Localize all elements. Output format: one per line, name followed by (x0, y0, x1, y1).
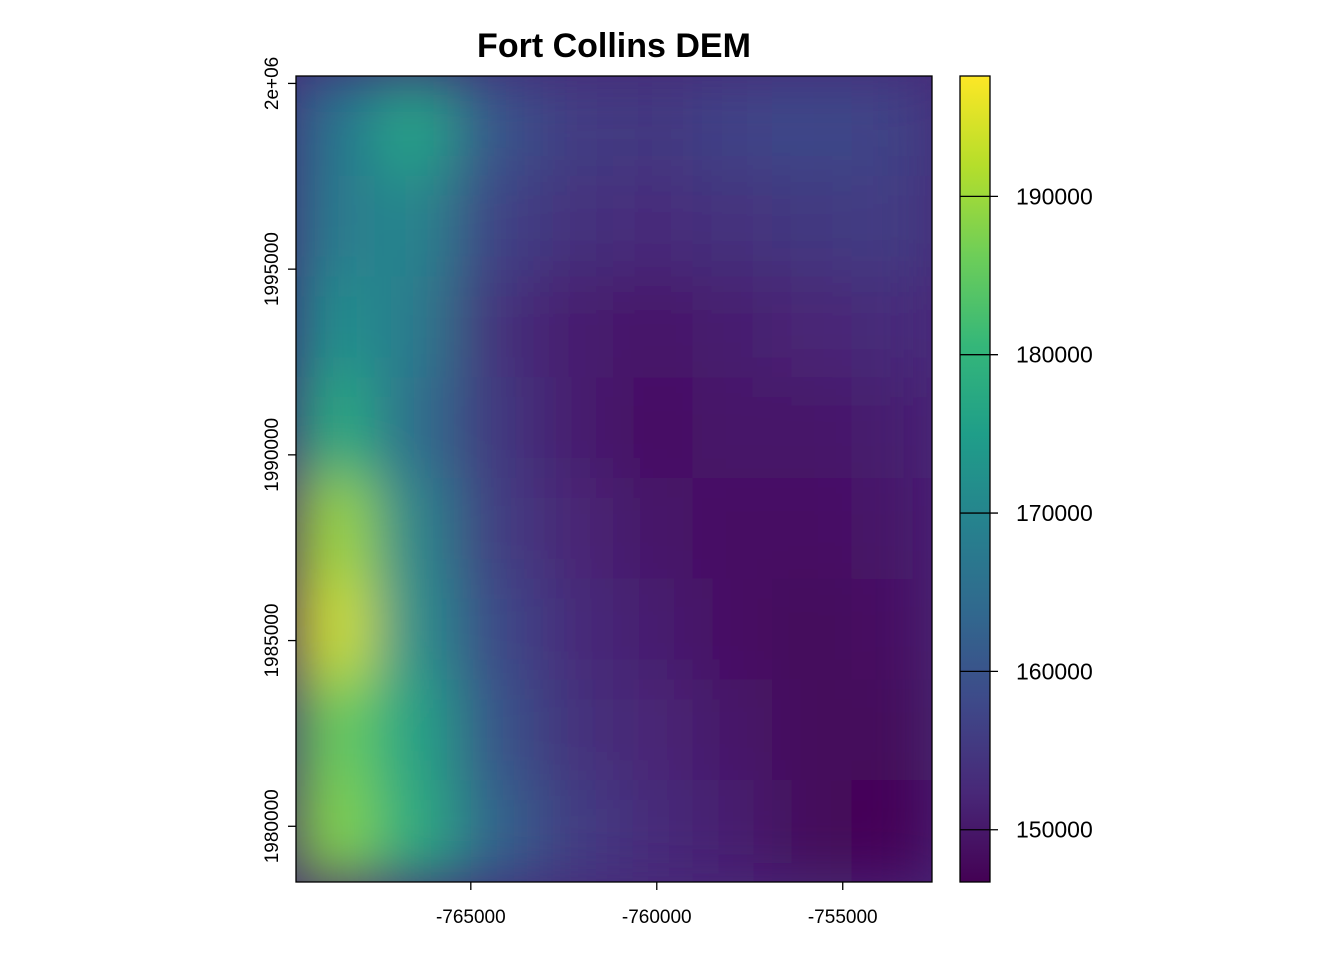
y-tick-label: 1990000 (262, 418, 283, 492)
raster-cell (613, 578, 695, 682)
x-tick-label: -760000 (622, 907, 692, 928)
raster-cell (772, 679, 854, 783)
raster-cell (851, 76, 932, 178)
raster-cell (374, 780, 456, 882)
y-tick-label: 2e+06 (262, 57, 283, 110)
raster-cell (454, 578, 536, 682)
raster-cell (296, 578, 377, 682)
raster-cell (374, 377, 456, 480)
colorbar-tick-label: 190000 (1016, 183, 1093, 209)
raster-cell (533, 679, 615, 783)
y-tick-label: 1995000 (262, 232, 283, 306)
raster-cell (374, 175, 456, 279)
x-tick-label: -765000 (436, 907, 506, 928)
raster-cell (296, 780, 377, 882)
raster-cell (454, 679, 536, 783)
raster-cell (533, 780, 615, 882)
raster-cell (296, 76, 377, 178)
raster-cell (613, 780, 695, 882)
dem-raster (296, 76, 932, 882)
raster-cell (296, 276, 377, 380)
raster-cell (454, 377, 536, 480)
raster-cell (692, 478, 774, 581)
raster-cell (533, 377, 615, 480)
raster-cell (454, 76, 536, 178)
colorbar-tick-label: 180000 (1016, 342, 1093, 368)
colorbar-tick-label: 160000 (1016, 658, 1093, 684)
colorbar-gradient (959, 75, 991, 883)
raster-cell (851, 377, 932, 480)
raster-cell (533, 76, 615, 178)
raster-cell (454, 478, 536, 581)
raster-cell (772, 76, 854, 178)
raster-cell (851, 780, 932, 882)
raster-cell (851, 175, 932, 279)
raster-cell (772, 578, 854, 682)
y-axis: 1980000 1985000 1990000 1995000 2e+06 (262, 57, 296, 863)
y-tick-label: 1980000 (262, 789, 283, 863)
raster-cell (851, 478, 932, 581)
raster-cell (692, 377, 774, 480)
raster-cell (692, 276, 774, 380)
raster-cell (772, 478, 854, 581)
map-frame (295, 75, 933, 883)
raster-cell (533, 175, 615, 279)
raster-cell (692, 76, 774, 178)
chart-title: Fort Collins DEM (477, 27, 751, 65)
raster-cell (296, 377, 377, 480)
raster-cell (692, 578, 774, 682)
raster-cell (613, 276, 695, 380)
raster-cell (692, 780, 774, 882)
x-tick-label: -755000 (808, 907, 878, 928)
raster-cell (374, 276, 456, 380)
raster-cell (454, 276, 536, 380)
raster-cell (851, 578, 932, 682)
raster-cell (296, 175, 377, 279)
raster-cell (851, 276, 932, 380)
raster-cell (374, 76, 456, 178)
raster-cell (613, 175, 695, 279)
raster-cell (772, 175, 854, 279)
colorbar-tick-label: 170000 (1016, 500, 1093, 526)
x-axis: -765000 -760000 -755000 (436, 882, 878, 928)
colorbar: 150000 160000 170000 180000 190000 (959, 75, 1093, 883)
raster-cell (613, 679, 695, 783)
raster-cell (296, 478, 377, 581)
raster-cell (692, 679, 774, 783)
raster-cell (772, 780, 854, 882)
raster-cell (454, 780, 536, 882)
raster-cell (296, 679, 377, 783)
raster-cell (533, 276, 615, 380)
raster-cell (533, 478, 615, 581)
raster-cell (613, 76, 695, 178)
raster-cell (851, 679, 932, 783)
raster-cell (533, 578, 615, 682)
raster-cell (374, 578, 456, 682)
raster-cell (374, 679, 456, 783)
raster-cell (613, 377, 695, 480)
raster-cell (772, 377, 854, 480)
raster-cell (613, 478, 695, 581)
y-tick-label: 1985000 (262, 604, 283, 678)
raster-cell (374, 478, 456, 581)
raster-cell (772, 276, 854, 380)
colorbar-tick-label: 150000 (1016, 817, 1093, 843)
raster-cell (454, 175, 536, 279)
raster-cell (692, 175, 774, 279)
